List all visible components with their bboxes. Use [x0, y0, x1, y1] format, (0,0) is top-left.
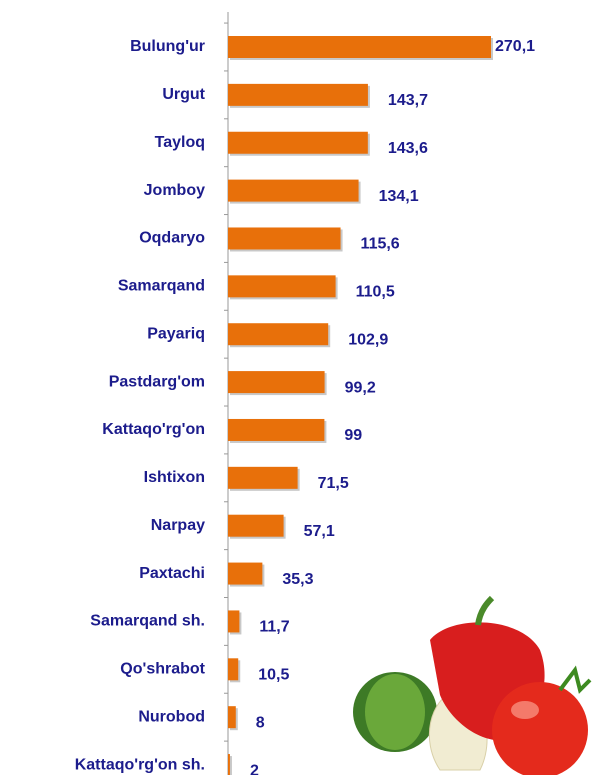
value-label: 35,3	[282, 571, 313, 588]
value-label: 71,5	[318, 475, 349, 492]
value-label: 134,1	[379, 188, 419, 205]
value-label: 2	[250, 762, 259, 775]
bar	[228, 658, 238, 680]
bar	[228, 84, 368, 106]
bar	[228, 467, 298, 489]
category-label: Payariq	[147, 325, 205, 342]
bar	[228, 323, 328, 345]
bar	[228, 132, 368, 154]
category-label: Paxtachi	[139, 565, 205, 582]
bar	[228, 227, 341, 249]
bar	[228, 180, 359, 202]
category-label: Urgut	[162, 86, 205, 103]
value-label: 143,7	[388, 92, 428, 109]
bar	[228, 754, 230, 775]
category-label: Samarqand sh.	[90, 613, 205, 630]
bar	[228, 371, 325, 393]
category-label: Jomboy	[144, 182, 205, 199]
bar	[228, 275, 336, 297]
category-label: Pastdarg'om	[109, 373, 205, 390]
bar	[228, 419, 324, 441]
value-label: 99	[344, 427, 362, 444]
bar	[228, 36, 491, 58]
value-label: 10,5	[258, 667, 289, 684]
bar	[228, 515, 284, 537]
category-label: Nurobod	[138, 708, 205, 725]
bar-shadow	[230, 756, 232, 775]
value-label: 8	[256, 714, 265, 731]
category-label: Kattaqo'rg'on sh.	[75, 756, 205, 773]
bar	[228, 706, 236, 728]
value-label: 110,5	[356, 284, 395, 301]
value-label: 11,7	[259, 619, 289, 636]
bar	[228, 563, 262, 585]
value-label: 57,1	[304, 523, 335, 540]
category-label: Bulung'ur	[130, 38, 205, 55]
category-label: Ishtixon	[144, 469, 205, 486]
value-label: 102,9	[348, 331, 388, 348]
category-label: Samarqand	[118, 278, 205, 295]
value-label: 143,6	[388, 140, 428, 157]
value-label: 270,1	[495, 38, 535, 55]
chart: Bulung'ur 270,1 Urgut 143,7 Tayloq 143,6 Jombo…	[0, 0, 593, 775]
category-label: Tayloq	[155, 134, 205, 151]
category-label: Narpay	[151, 517, 205, 534]
category-label: Kattaqo'rg'on	[102, 421, 205, 438]
value-label: 115,6	[361, 236, 400, 253]
bar	[228, 610, 239, 632]
value-label: 99,2	[345, 379, 376, 396]
vegetables-illustration	[353, 598, 590, 775]
category-label: Qo'shrabot	[120, 661, 205, 678]
category-label: Oqdaryo	[139, 230, 205, 247]
